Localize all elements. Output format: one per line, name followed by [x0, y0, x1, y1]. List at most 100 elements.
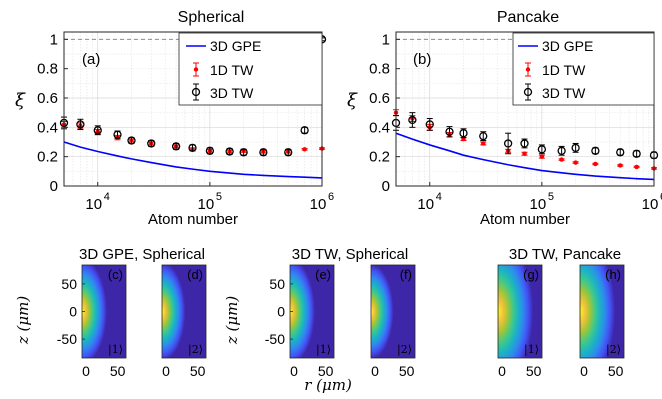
density-state-label-e: |1⟩: [316, 343, 331, 357]
y-tick-label: 0.6: [369, 90, 390, 107]
data-point-3dtw: [225, 147, 234, 156]
legend-a-1dtw-swatch: [193, 62, 199, 77]
data-point-3dtw: [147, 139, 156, 148]
density-panel-f: (f) |2⟩ 0 50: [370, 264, 416, 379]
series-line-gpe: [395, 132, 655, 181]
data-point-3dtw: [632, 149, 641, 158]
data-point-3dtw: [113, 130, 122, 139]
x-tick-label: 10: [530, 196, 547, 213]
data-point-1dtw: [617, 163, 624, 168]
density-panels: 3D GPE, Spherical 3D TW, Spherical 3D TW…: [14, 246, 625, 394]
x-tick-label: 10: [310, 196, 327, 213]
legend-b-3dtw-swatch: [523, 83, 533, 101]
density-x-tick-label: 0: [82, 363, 90, 379]
panel-a-spherical-plot: Spherical 00.20.40.60.81 10 4 10 5 10 6 (a) ξ…: [15, 9, 334, 228]
data-point-3dtw: [300, 126, 309, 135]
panel-b-y-ticks: 0 0.2 0.4 0.6 0.8 1: [369, 31, 400, 195]
data-point-3dtw: [76, 118, 85, 131]
legend-a-1dtw-label: 1D TW: [210, 62, 254, 78]
data-point-1dtw: [558, 157, 565, 162]
density-x-tick-label: 0: [580, 363, 588, 379]
data-point-3dtw: [93, 125, 102, 136]
density-heatmap-e: [290, 265, 334, 358]
panel-b-series: [391, 109, 659, 181]
data-point-3dtw: [520, 138, 529, 149]
density-y-tick-label: 50: [61, 276, 77, 292]
panel-a-title: Spherical: [178, 9, 245, 26]
density-y-tick-label: -50: [57, 331, 77, 347]
density-panel-label-c: (c): [108, 267, 123, 282]
density-panel-d: (d) |2⟩ 0 50: [161, 264, 207, 379]
panel-b-label: (b): [413, 51, 431, 68]
x-tick-label: 10: [417, 196, 434, 213]
data-point-1dtw: [538, 154, 545, 159]
density-y-tick-label: -50: [265, 331, 285, 347]
y-tick-label: 0.8: [369, 61, 390, 78]
panel-b-xlabel: Atom number: [480, 211, 570, 228]
data-point-3dtw: [503, 132, 513, 155]
y-tick-label: 0.6: [37, 90, 58, 107]
data-point-3dtw: [171, 142, 181, 151]
density-panel-label-e: (e): [315, 267, 331, 282]
legend-b-3dtw-label: 3D TW: [542, 85, 586, 101]
density-x-tick-label: 50: [608, 363, 624, 379]
density-frame: [497, 264, 543, 359]
y-tick-label: 0.4: [37, 119, 58, 136]
density-heatmaps: (c)|1⟩500-500 50(d)|2⟩0 50(e)|1⟩500-500 50(…: [57, 264, 625, 379]
density-heatmap-g: [498, 265, 542, 358]
legend-a-3dtw-label: 3D TW: [210, 85, 254, 101]
density-c-ylabel: z (μm): [14, 296, 32, 345]
density-panel-label-d: (d): [187, 267, 203, 282]
density-state-label-h: |2⟩: [606, 343, 621, 357]
density-state-label-c: |1⟩: [108, 343, 123, 357]
legend-b-1dtw-swatch: [525, 62, 531, 77]
density-frame: [370, 264, 416, 359]
legend-a-3dtw-swatch: [191, 83, 201, 101]
density-panel-label-h: (h): [605, 267, 621, 282]
density-x-tick-label: 50: [318, 363, 334, 379]
density-heatmap-h: [580, 265, 624, 358]
group-gpe-spherical-title: 3D GPE, Spherical: [79, 246, 205, 263]
x-tick-label: 10: [198, 196, 215, 213]
series-line-gpe: [63, 141, 323, 179]
density-panel-e: (e) |1⟩ 50 0 -50 0 50: [265, 264, 335, 379]
density-heatmap-d: [162, 265, 206, 358]
panel-a-label: (a): [82, 51, 100, 68]
data-point-1dtw: [521, 151, 528, 156]
legend-b-gpe-label: 3D GPE: [542, 38, 593, 54]
density-x-tick-label: 0: [162, 363, 170, 379]
data-point-3dtw: [284, 148, 293, 157]
density-x-tick-label: 50: [399, 363, 415, 379]
panel-b-ylabel: ξ: [347, 90, 358, 111]
panel-a-series: [59, 35, 327, 179]
data-point-1dtw: [633, 164, 640, 170]
x-tick-exponent: 5: [216, 191, 222, 203]
y-tick-label: 0: [382, 178, 390, 195]
density-x-tick-label: 50: [526, 363, 542, 379]
panel-a-y-ticks: 0 0.2 0.4 0.6 0.8 1: [37, 31, 68, 195]
group-tw-spherical-title: 3D TW, Spherical: [292, 246, 408, 263]
x-tick-label: 10: [642, 196, 659, 213]
density-y-tick-label: 50: [269, 276, 285, 292]
data-point-3dtw: [127, 136, 136, 145]
group-tw-pancake-title: 3D TW, Pancake: [509, 246, 621, 263]
y-tick-label: 0.2: [37, 149, 58, 166]
y-tick-label: 0.8: [37, 61, 58, 78]
density-y-tick-label: 0: [69, 304, 77, 320]
legend-b-1dtw-label: 1D TW: [542, 62, 586, 78]
data-point-3dtw: [537, 144, 547, 155]
panel-a-x-ticks: 10 4 10 5 10 6: [85, 182, 334, 213]
density-x-tick-label: 0: [371, 363, 379, 379]
data-point-1dtw: [480, 141, 487, 146]
density-e-ylabel: z (μm): [223, 296, 241, 345]
data-point-1dtw: [572, 160, 579, 165]
panel-b-title: Pancake: [497, 9, 559, 26]
x-tick-exponent: 6: [328, 191, 334, 203]
density-x-tick-label: 0: [290, 363, 298, 379]
y-tick-label: 0: [50, 178, 58, 195]
legend-a-gpe-label: 3D GPE: [210, 38, 261, 54]
x-tick-exponent: 5: [548, 191, 554, 203]
panel-a-axes-frame: [63, 31, 323, 187]
y-tick-label: 0.2: [369, 149, 390, 166]
